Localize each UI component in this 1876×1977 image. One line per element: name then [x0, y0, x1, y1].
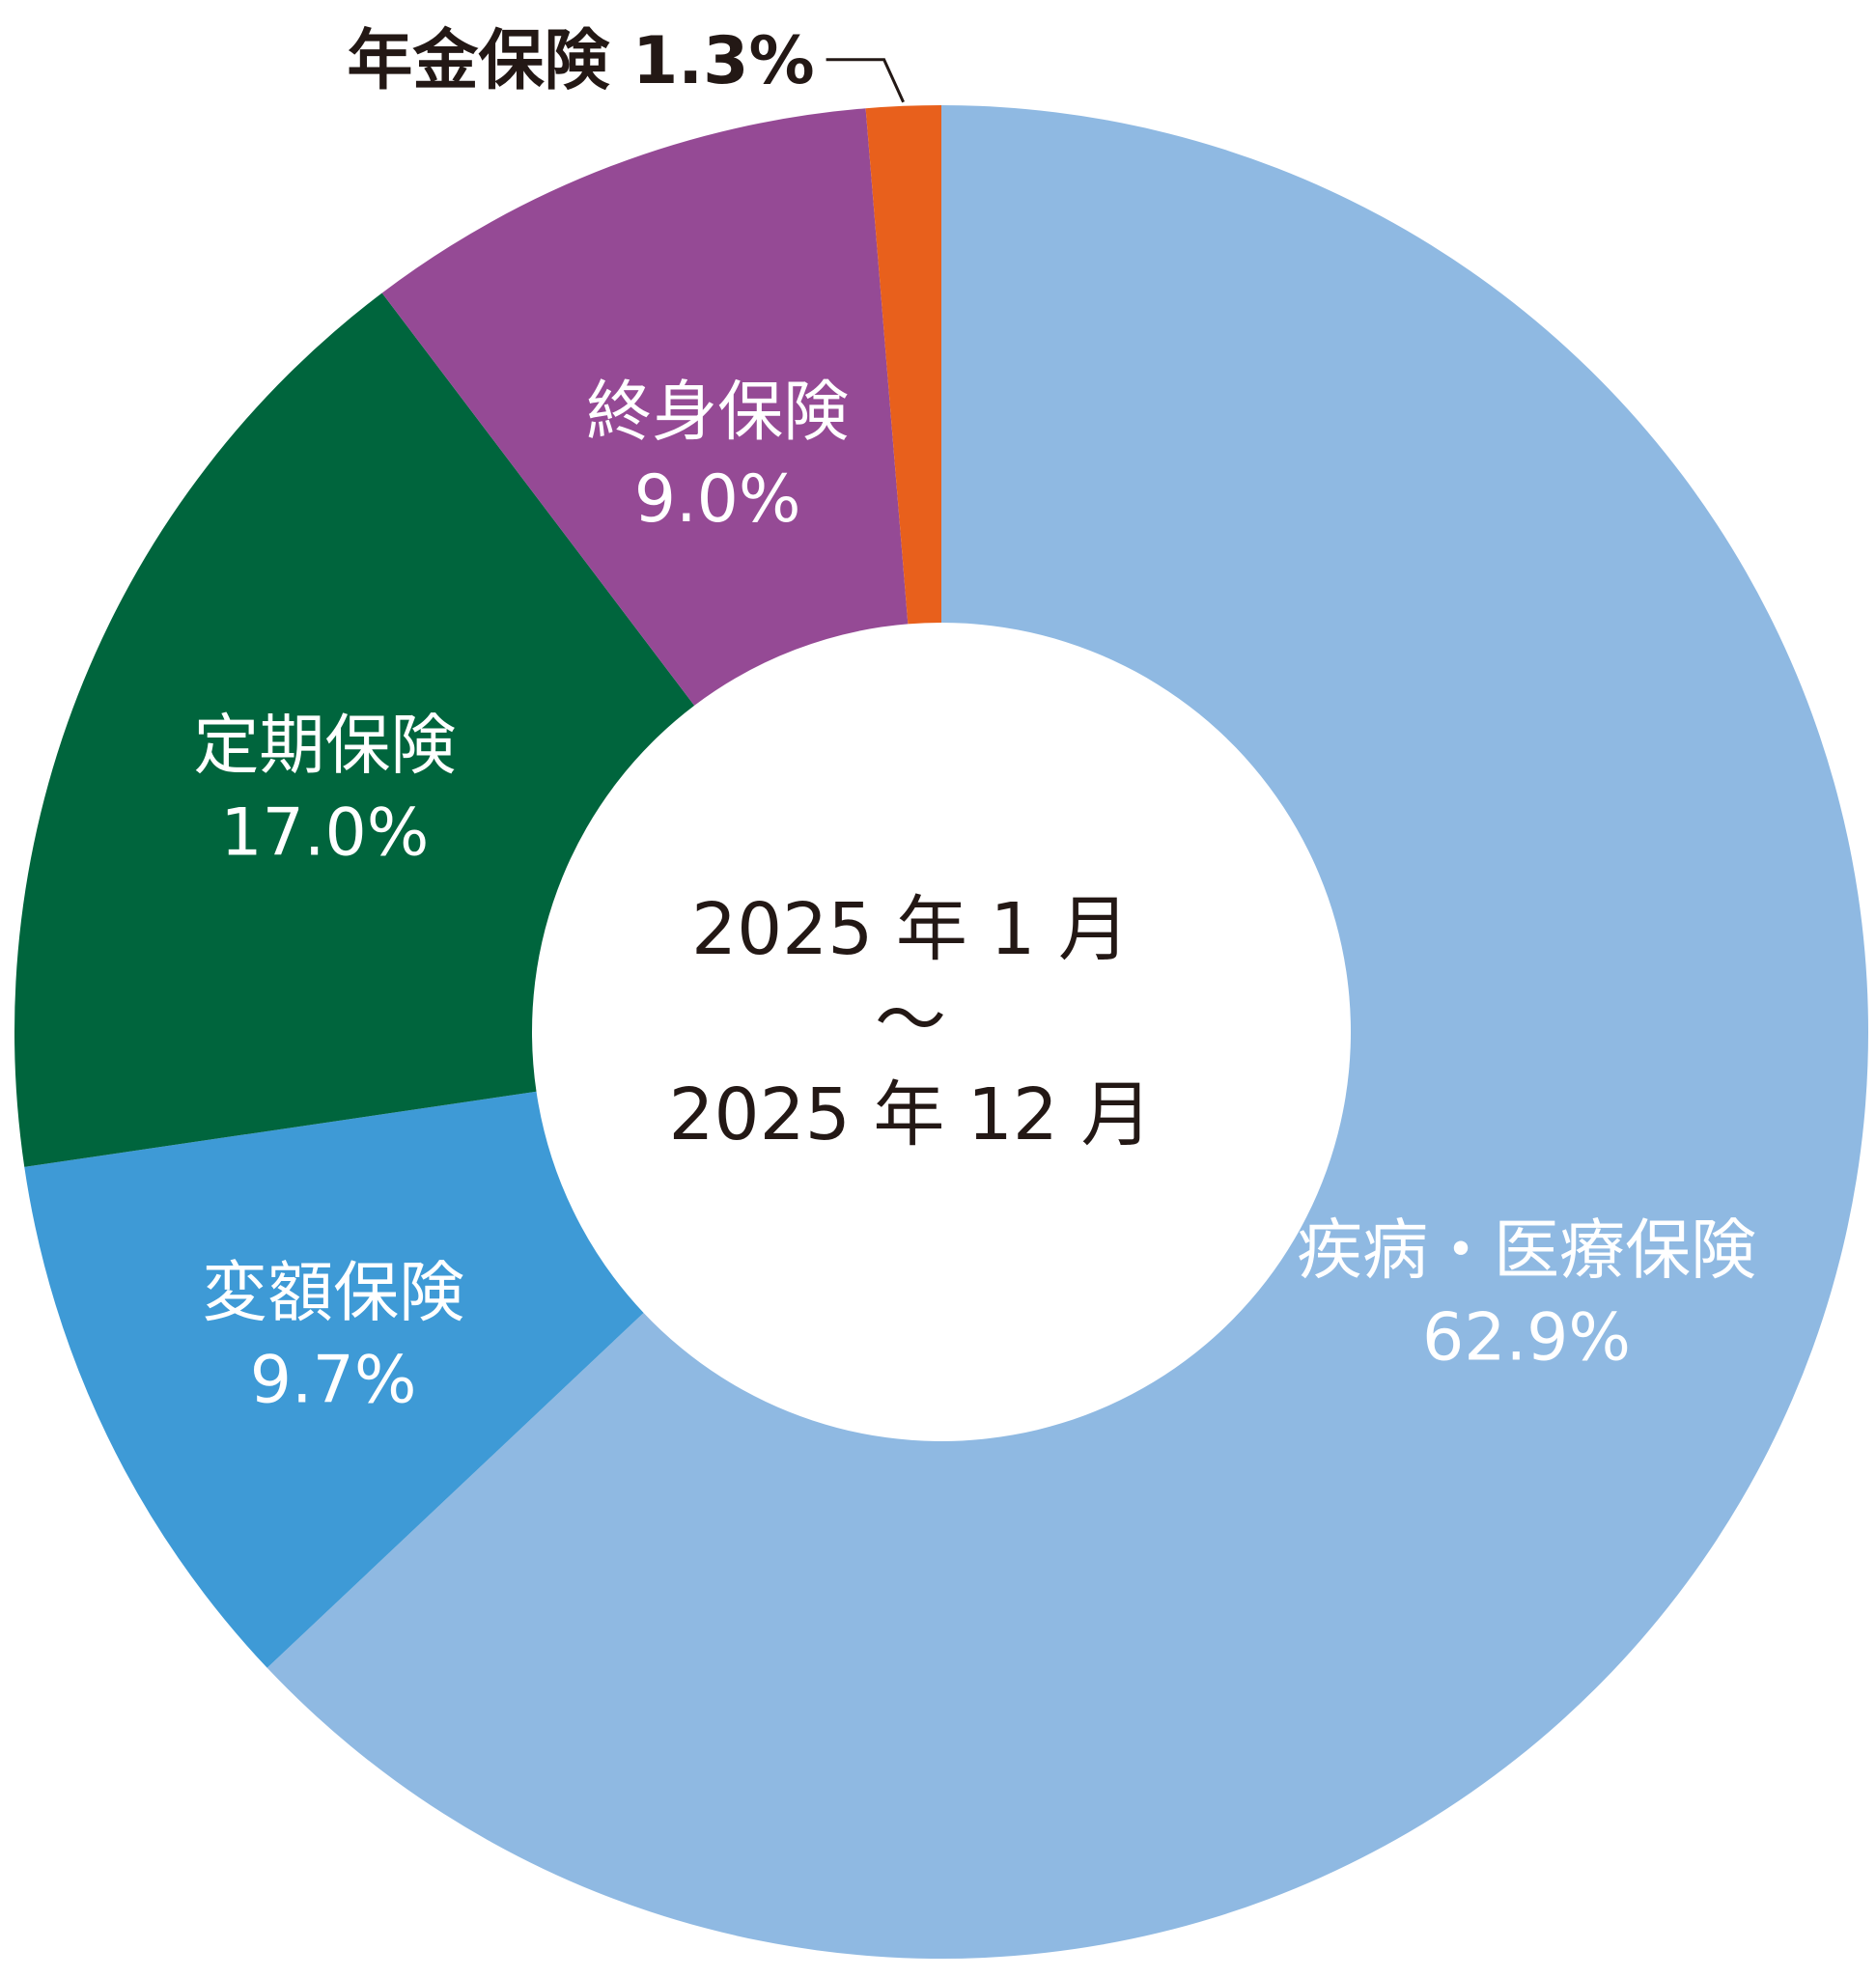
- center-line-3: 2025 年 12 月: [668, 1073, 1152, 1156]
- donut-slices: [14, 105, 1869, 1959]
- slice-name-label: 変額保険: [202, 1255, 464, 1331]
- center-line-1: 2025 年 1 月: [691, 888, 1130, 971]
- slice-name-label: 疾病・医療保険: [1297, 1212, 1756, 1289]
- leader-line: [826, 58, 905, 103]
- slice-labels: 疾病・医療保険 62.9% 変額保険 9.7% 定期保険 17.0% 終身保険 9.0% 年金保…: [193, 23, 1756, 1418]
- slice-value-label: 9.0%: [634, 461, 801, 538]
- slice-name-label: 定期保険: [193, 709, 456, 785]
- slice-4: [381, 108, 909, 706]
- slice-1: [266, 105, 1869, 1959]
- slice-value-label: 9.7%: [250, 1342, 417, 1418]
- slice-5: [865, 105, 941, 625]
- center-line-2: ～: [875, 979, 946, 1062]
- slice-name-label: 終身保険: [586, 375, 849, 451]
- slice-outside-label: 年金保険 1.3%: [347, 23, 814, 99]
- center-text: 2025 年 1 月 ～ 2025 年 12 月: [668, 888, 1152, 1156]
- slice-value-label: 17.0%: [220, 795, 429, 872]
- slice-3: [14, 292, 695, 1167]
- slice-2: [24, 1091, 644, 1668]
- slice-value-label: 62.9%: [1422, 1299, 1631, 1376]
